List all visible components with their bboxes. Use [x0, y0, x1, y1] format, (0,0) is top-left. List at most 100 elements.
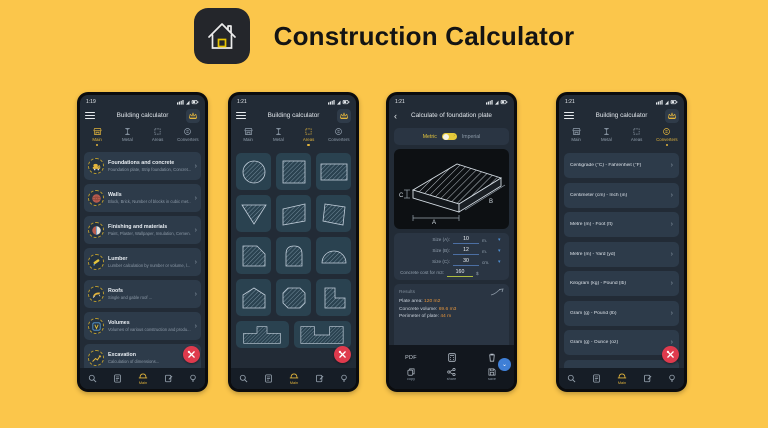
- chevron-right-icon: ›: [670, 191, 673, 199]
- converter-item-centigrade-fahrenheit[interactable]: Centigrade (°C) - Fahrenheit (°F) ›: [564, 153, 679, 178]
- nav-edit[interactable]: [164, 374, 173, 383]
- size-a-input[interactable]: 10: [453, 236, 479, 244]
- converter-item-gram-pound[interactable]: Gram (g) - Pound (lb) ›: [564, 300, 679, 326]
- converter-item-metre-foot[interactable]: Metre (m) - Foot (ft) ›: [564, 212, 679, 237]
- converter-item-gram-ounce[interactable]: Gram (g) - Ounce (oz) ›: [564, 330, 679, 355]
- units-toggle[interactable]: ›: [441, 132, 457, 141]
- shape-triangle-tile[interactable]: [236, 195, 271, 232]
- tab-areas[interactable]: Areas: [622, 127, 652, 146]
- nav-edit[interactable]: [643, 374, 652, 383]
- list-item-roofs[interactable]: Roofs Single and gable roof ... ›: [84, 280, 201, 308]
- nav-notes[interactable]: [264, 374, 273, 383]
- nav-main[interactable]: Main: [289, 372, 299, 385]
- input-label: Size (A):: [432, 237, 450, 243]
- shape-l-shape-tile[interactable]: [316, 279, 351, 316]
- shape-square-tile[interactable]: [276, 153, 311, 190]
- search-icon: [567, 374, 576, 383]
- shape-arch-tile[interactable]: [276, 237, 311, 274]
- tab-areas[interactable]: Areas: [294, 127, 324, 146]
- nav-tips[interactable]: [189, 374, 197, 383]
- menu-icon[interactable]: [85, 111, 95, 120]
- metric-label: Metric: [422, 133, 437, 140]
- converter-item-kilogram-pound[interactable]: Kilogram (kg) - Pound (lb) ›: [564, 271, 679, 296]
- app-title: Building calculator: [267, 112, 320, 119]
- list-item-volumes[interactable]: Volumes Volumes of various construction …: [84, 312, 201, 340]
- converter-item-joule-calories[interactable]: Joule (J) - Calories/Calories (Cal/kcal)…: [564, 359, 679, 368]
- item-title: Finishing and materials: [108, 223, 168, 230]
- converter-item-centimeter-inch[interactable]: Centimeter (cm) - Inch (in) ›: [564, 182, 679, 208]
- shape-rectangle-tile[interactable]: [316, 153, 351, 190]
- nav-main[interactable]: Main: [138, 372, 148, 385]
- tab-main[interactable]: Main: [82, 127, 112, 146]
- status-bar: 1:21: [389, 95, 514, 106]
- unit-dropdown-icon[interactable]: ▾: [498, 248, 501, 254]
- nav-main[interactable]: Main: [617, 372, 627, 385]
- list-item-finishing[interactable]: Finishing and materials Paint, Plaster, …: [84, 216, 201, 244]
- main-tab-icon: [244, 128, 253, 135]
- list-item-walls[interactable]: Walls Block, Brick, Number of blocks in …: [84, 184, 201, 212]
- tab-converters[interactable]: Converters: [173, 127, 203, 146]
- tab-main[interactable]: Main: [561, 127, 591, 146]
- results-card: Results Plate area: 120 m2 Concrete volu…: [394, 284, 509, 345]
- item-subtitle: Volumes of various construction and prod…: [108, 327, 191, 333]
- shape-circle-tile[interactable]: [236, 153, 271, 190]
- shape-octagon-tile[interactable]: [276, 279, 311, 316]
- tab-main[interactable]: Main: [233, 127, 263, 146]
- shape-quadrilateral-tile[interactable]: [316, 195, 351, 232]
- nav-notes[interactable]: [113, 374, 122, 383]
- nav-tips[interactable]: [668, 374, 676, 383]
- size-c-input[interactable]: 30: [453, 258, 479, 266]
- nav-edit[interactable]: [315, 374, 324, 383]
- tab-metal[interactable]: Metal: [112, 127, 142, 146]
- concrete-cost-input[interactable]: 160: [447, 269, 473, 277]
- phone-converters-screen: 1:21 Building calculator Main: [556, 92, 687, 392]
- shape-corner-cut-square-tile[interactable]: [236, 237, 271, 274]
- status-time: 1:19: [86, 98, 96, 105]
- nav-search[interactable]: [567, 374, 576, 383]
- shape-semicircle-tile[interactable]: [316, 237, 351, 274]
- chevron-right-icon: ›: [194, 226, 197, 234]
- shape-u-shape-tile[interactable]: [293, 321, 351, 348]
- share-button[interactable]: share: [440, 368, 464, 381]
- app-title: Building calculator: [595, 112, 648, 119]
- pdf-button[interactable]: PDF: [399, 355, 423, 361]
- chevron-right-icon: ›: [670, 250, 673, 258]
- menu-icon[interactable]: [564, 111, 574, 120]
- status-icons: [328, 99, 350, 105]
- tab-metal[interactable]: Metal: [263, 127, 293, 146]
- nav-search[interactable]: [239, 374, 248, 383]
- converter-item-metre-yard[interactable]: Metre (m) - Yard (yd) ›: [564, 241, 679, 267]
- size-b-input[interactable]: 12: [453, 247, 479, 255]
- item-subtitle: Foundation plate, Strip foundation, Conc…: [108, 167, 191, 173]
- tab-metal[interactable]: Metal: [591, 127, 621, 146]
- tab-areas[interactable]: Areas: [143, 127, 173, 146]
- tab-converters[interactable]: Converters: [652, 127, 682, 146]
- brick-wall-icon: [88, 190, 104, 206]
- menu-icon[interactable]: [236, 111, 246, 120]
- shape-t-shape-tile[interactable]: [236, 321, 289, 348]
- nav-notes[interactable]: [592, 374, 601, 383]
- list-item-lumber[interactable]: Lumber Lumber calculation by number or v…: [84, 248, 201, 276]
- tools-fab[interactable]: [334, 346, 351, 363]
- tab-converters[interactable]: Converters: [324, 127, 354, 146]
- shape-pentagon-tile[interactable]: [236, 279, 271, 316]
- results-heading: Results: [399, 289, 415, 295]
- delete-button[interactable]: [480, 353, 504, 362]
- tools-fab[interactable]: [662, 346, 679, 363]
- back-icon[interactable]: ‹: [394, 110, 397, 121]
- status-bar: 1:21: [231, 95, 356, 106]
- tools-fab[interactable]: [183, 346, 200, 363]
- unit-dropdown-icon[interactable]: ▾: [498, 259, 501, 265]
- nav-tips[interactable]: [340, 374, 348, 383]
- save-button[interactable]: save: [480, 368, 504, 381]
- tab-label: Areas: [630, 137, 643, 142]
- list-item-foundations[interactable]: Foundations and concrete Foundation plat…: [84, 152, 201, 180]
- unit-dropdown-icon[interactable]: ▾: [498, 237, 501, 243]
- calculator-button[interactable]: [440, 353, 464, 362]
- nav-search[interactable]: [88, 374, 97, 383]
- shape-parallelogram-tile[interactable]: [276, 195, 311, 232]
- copy-button[interactable]: copy: [399, 368, 423, 381]
- nav-label: Main: [289, 380, 299, 385]
- collapse-sheet-button[interactable]: ⌄: [498, 358, 511, 371]
- tab-label: Converters: [177, 137, 199, 142]
